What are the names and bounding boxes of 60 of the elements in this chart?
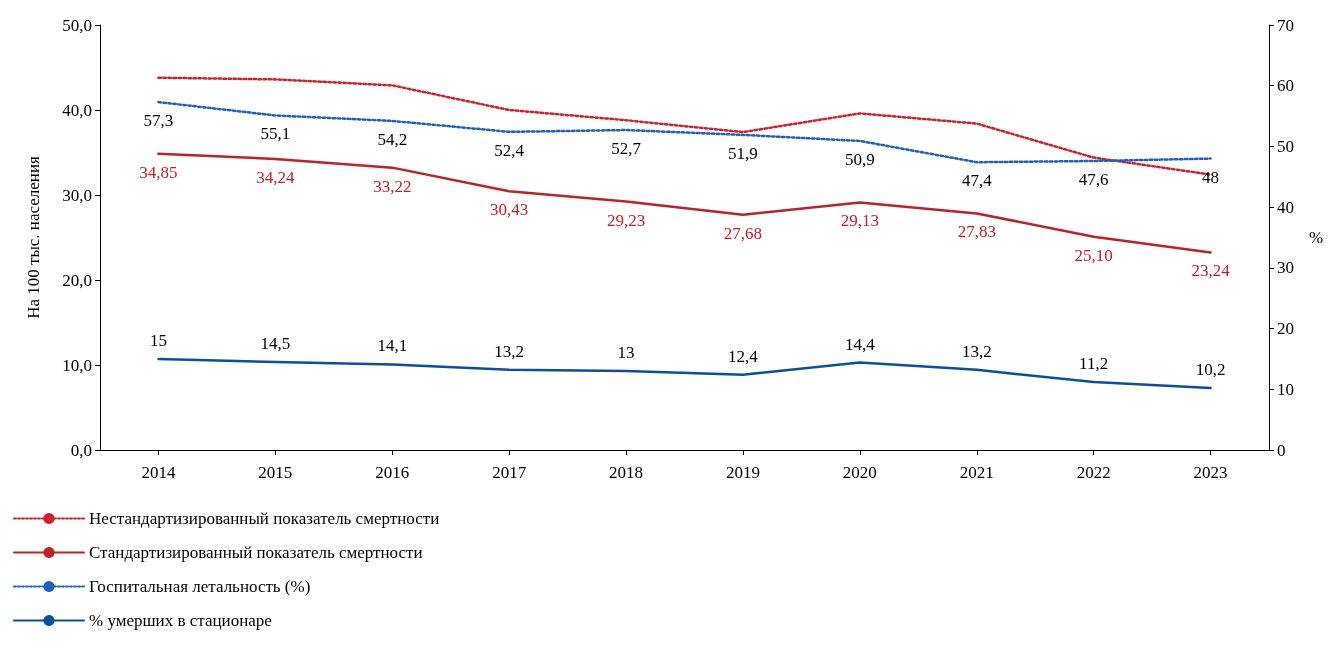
- x-tick-label: 2015: [258, 463, 293, 482]
- data-label: 23,24: [1191, 261, 1231, 281]
- data-label: 29,13: [840, 211, 879, 231]
- y2-tick-label: 10: [1277, 379, 1294, 399]
- x-tick-label: 2020: [842, 463, 877, 482]
- data-label: 14,1: [377, 336, 408, 356]
- data-label: 27,83: [957, 222, 996, 242]
- data-label: 33,22: [373, 176, 412, 196]
- x-tick-label: 2022: [1076, 463, 1111, 482]
- x-tick-label: 2019: [725, 463, 760, 482]
- data-label: 14,4: [844, 334, 876, 354]
- data-label: 25,10: [1074, 245, 1113, 265]
- data-label: 12,4: [728, 346, 759, 366]
- data-label: 34,24: [256, 167, 295, 187]
- data-label: 52,4: [494, 140, 525, 160]
- y2-tick-label: 30: [1277, 258, 1294, 278]
- y2-tick-label: 70: [1277, 15, 1294, 35]
- y2-tick-label: 0: [1277, 440, 1286, 460]
- y2-tick-label: 40: [1277, 197, 1294, 217]
- y-tick-label: 40,0: [62, 100, 92, 120]
- data-label: 13,2: [494, 341, 525, 361]
- data-label: 52,7: [611, 139, 642, 159]
- legend-label: Стандартизированный показатель смертности: [89, 543, 423, 562]
- data-label: 27,68: [723, 223, 763, 243]
- data-label: 55,1: [260, 124, 291, 144]
- data-label: 34,85: [139, 162, 178, 182]
- data-label: 47,4: [961, 171, 993, 191]
- x-tick-label: 2016: [375, 463, 410, 482]
- y-axis-title: На 100 тыс. населения: [24, 155, 43, 319]
- legend-label: Нестандартизированный показатель смертности: [89, 509, 440, 528]
- data-label: 48: [1202, 167, 1220, 187]
- data-label: 54,2: [377, 129, 408, 149]
- data-label: 50,9: [844, 149, 875, 169]
- y-tick-label: 30,0: [62, 185, 92, 205]
- data-label: 51,9: [728, 143, 758, 163]
- data-label: 14,5: [260, 333, 291, 353]
- y-tick-label: 10,0: [62, 355, 92, 375]
- data-label: 11,2: [1079, 354, 1109, 373]
- x-tick-label: 2014: [141, 463, 176, 482]
- data-label: 30,43: [490, 200, 529, 220]
- data-label: 57,3: [143, 111, 174, 131]
- x-tick-label: 2018: [609, 463, 644, 482]
- legend-label: % умерших в стационаре: [89, 611, 272, 630]
- y2-tick-label: 60: [1277, 76, 1294, 96]
- data-label: 13: [617, 343, 635, 363]
- data-label: 13,2: [961, 341, 992, 361]
- data-label: 10,2: [1195, 360, 1226, 380]
- y-tick-label: 0,0: [70, 440, 92, 460]
- legend-label: Госпитальная летальность (%): [89, 577, 311, 596]
- x-tick-label: 2021: [959, 463, 994, 482]
- y2-axis-title: %: [1309, 228, 1324, 247]
- y2-tick-label: 20: [1277, 319, 1294, 339]
- y-tick-label: 50,0: [62, 15, 92, 35]
- data-label: 47,6: [1078, 170, 1109, 189]
- x-tick-label: 2023: [1193, 463, 1228, 482]
- data-label: 15: [149, 330, 167, 350]
- y-tick-label: 20,0: [62, 270, 92, 290]
- x-tick-label: 2017: [492, 463, 527, 482]
- y2-tick-label: 50: [1277, 136, 1294, 156]
- data-label: 29,23: [606, 210, 646, 230]
